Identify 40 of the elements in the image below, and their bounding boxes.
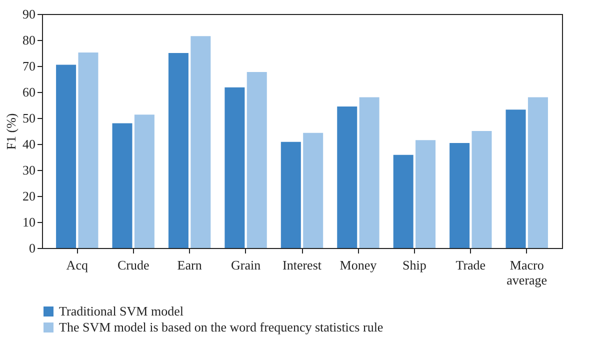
bar: [472, 131, 492, 248]
y-tick-label: 50: [22, 110, 36, 126]
bar: [190, 36, 211, 248]
bar: [246, 72, 267, 248]
bar: [168, 53, 188, 248]
bar: [450, 142, 470, 248]
bar: [303, 132, 324, 248]
x-tick-label: Grain: [230, 258, 262, 272]
y-tick-label: 90: [22, 6, 36, 22]
y-tick-label: 60: [22, 84, 36, 100]
y-axis-title: F1 (%): [4, 113, 18, 150]
bar: [337, 106, 358, 248]
y-tick-label: 70: [22, 58, 36, 74]
y-tick-label: 30: [22, 162, 36, 178]
legend-label: The SVM model is based on the word frequency statistics rule: [59, 320, 384, 334]
bar: [528, 97, 548, 248]
x-tick-label: Earn: [177, 258, 202, 272]
y-tick-label: 0: [29, 240, 36, 256]
x-tick-label: Macro average: [506, 258, 548, 288]
x-tick-label: Acq: [66, 258, 88, 272]
x-tick-label: Interest: [282, 258, 322, 272]
x-tick-label: Crude: [117, 258, 150, 272]
bar: [393, 154, 414, 248]
bar: [280, 142, 301, 248]
bar: [134, 114, 154, 248]
bar: [359, 97, 380, 248]
bar: [78, 52, 98, 248]
x-tick-label: Trade: [456, 258, 486, 272]
bar: [112, 123, 132, 248]
legend-label: Traditional SVM model: [59, 304, 184, 318]
y-tick-label: 80: [22, 32, 36, 48]
x-tick-label: Ship: [402, 258, 426, 272]
bar: [416, 140, 436, 248]
y-tick-label: 40: [22, 136, 36, 152]
y-tick-label: 10: [22, 214, 36, 230]
x-tick-label: Money: [340, 258, 378, 272]
bar: [224, 87, 245, 248]
bar: [56, 64, 76, 248]
bar: [506, 110, 526, 248]
y-tick-label: 20: [22, 188, 36, 204]
